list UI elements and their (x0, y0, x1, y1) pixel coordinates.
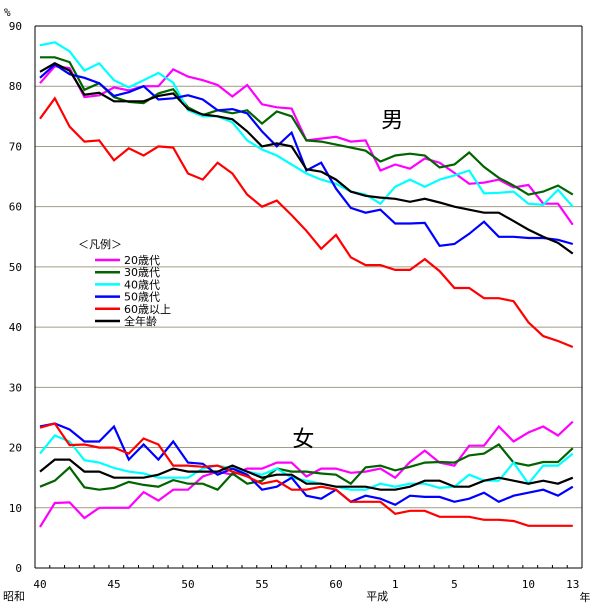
series-line-female-7 (39, 443, 574, 492)
series-line-male-2 (39, 41, 574, 208)
x-tick-labels: 40 45 50 55 60 1 5 10 13 昭和 平成 年 (3, 578, 591, 604)
series-line-female-6 (39, 420, 574, 528)
x-tick-label: 55 (255, 578, 268, 591)
male-label: 男 (381, 108, 403, 133)
series-line-female-11 (39, 458, 574, 491)
y-tick-label: 10 (9, 502, 22, 515)
legend-label: 全年齢 (124, 314, 157, 328)
series-lines (39, 41, 574, 528)
series-line-male-0 (39, 65, 574, 226)
y-tick-label: 20 (9, 442, 22, 455)
gridlines (35, 85, 582, 509)
x-tick-label: 1 (392, 578, 399, 591)
y-tick-label: 0 (15, 562, 22, 575)
series-line-female-10 (39, 422, 573, 527)
female-label: 女 (292, 428, 314, 453)
y-tick-label: 40 (9, 321, 22, 334)
x-tick-label: 10 (522, 578, 535, 591)
y-tick-label: 80 (9, 80, 22, 93)
legend-label: 60歳以上 (124, 303, 171, 316)
legend-label: 40歳代 (124, 278, 160, 291)
legend-label: 20歳代 (124, 254, 160, 267)
y-tick-label: 30 (9, 381, 22, 394)
series-line-male-3 (39, 63, 574, 247)
series-line-male-4 (39, 96, 574, 349)
x-tick-label: 45 (107, 578, 120, 591)
legend-label: 50歳代 (124, 291, 160, 304)
y-tick-labels: 0 10 20 30 40 50 60 70 80 90% (4, 6, 22, 575)
series-line-female-9 (39, 422, 574, 507)
legend-title: ＜凡例＞ (78, 237, 122, 251)
x-tick-label: 50 (181, 578, 194, 591)
x-axis-unit-label: 年 (580, 590, 591, 604)
y-axis-unit-label: % (4, 6, 11, 19)
y-tick-label: 50 (9, 261, 22, 274)
series-line-male-5 (39, 62, 574, 255)
x-tick-label: 40 (33, 578, 46, 591)
legend-label: 30歳代 (124, 266, 160, 279)
era-label: 昭和 (3, 590, 25, 603)
x-tick-label: 5 (451, 578, 458, 591)
y-tick-label: 60 (9, 201, 22, 214)
y-tick-label: 90 (9, 20, 22, 33)
y-tick-label: 70 (9, 140, 22, 153)
x-tick-label: 13 (566, 578, 579, 591)
axes (34, 25, 583, 569)
era-label: 平成 (366, 590, 388, 603)
group-labels: 男女 (292, 108, 403, 452)
x-tick-label: 60 (329, 578, 342, 591)
